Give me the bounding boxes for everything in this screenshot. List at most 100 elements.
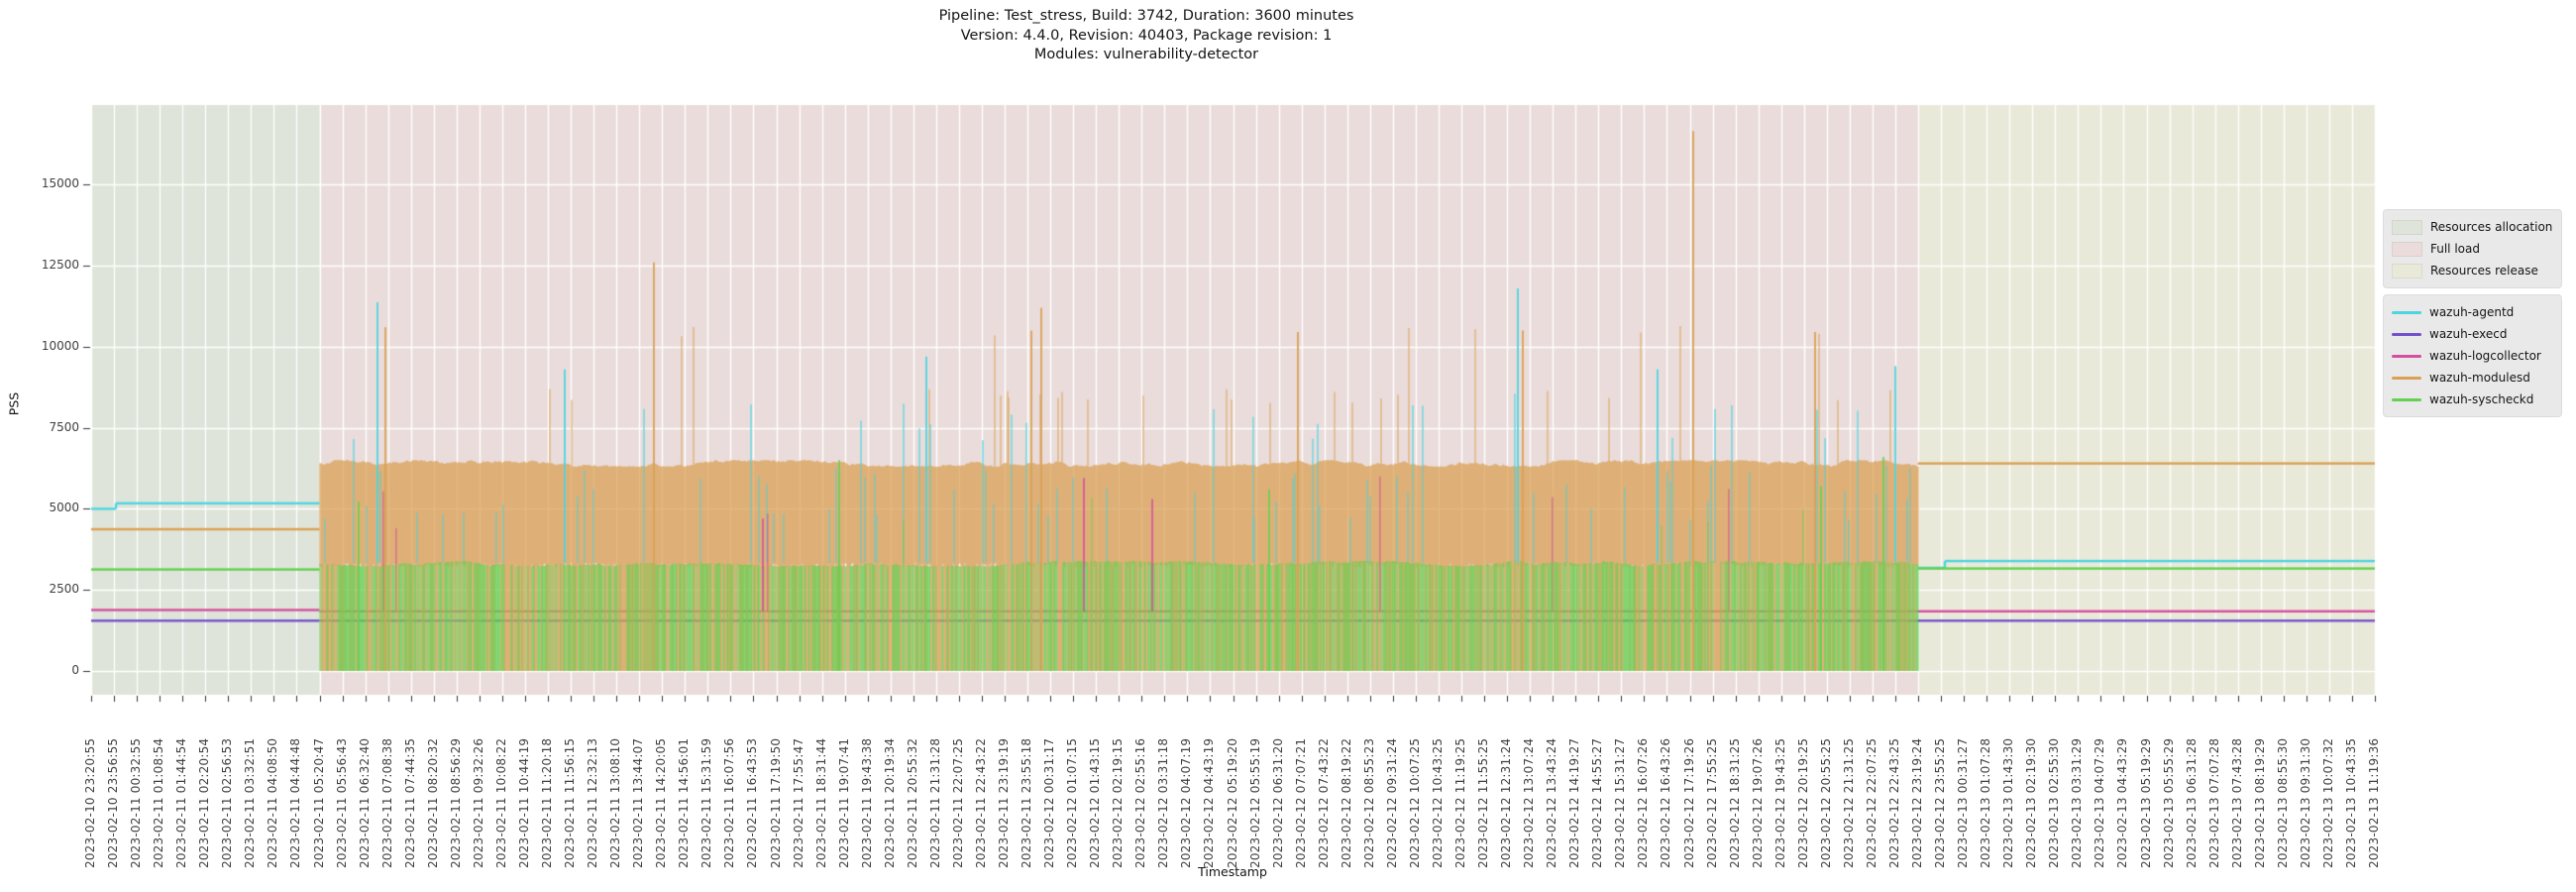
x-tick-label: 2023-02-11 01:44:54: [174, 737, 189, 868]
x-tick-label: 2023-02-12 23:19:24: [1910, 737, 1924, 868]
x-tick-label: 2023-02-13 08:55:30: [2275, 737, 2290, 868]
y-tick-label: 0: [71, 663, 79, 677]
x-tick-label: 2023-02-11 04:44:48: [288, 737, 303, 868]
x-tick-label: 2023-02-13 10:43:35: [2343, 737, 2358, 868]
x-tick-label: 2023-02-13 00:31:27: [1956, 737, 1971, 868]
x-tick-label: 2023-02-12 03:31:18: [1156, 737, 1171, 868]
x-tick-label: 2023-02-11 00:32:55: [129, 737, 144, 868]
x-tick-label: 2023-02-12 09:31:24: [1384, 737, 1399, 868]
x-tick-label: 2023-02-12 23:55:25: [1933, 737, 1948, 868]
allocation-swatch: [2392, 219, 2422, 235]
series-legend-item: wazuh-modulesd: [2392, 367, 2555, 389]
series-legend-label: wazuh-agentd: [2429, 305, 2515, 319]
x-tick-label: 2023-02-12 11:55:25: [1476, 737, 1491, 868]
y-tick-label: 15000: [41, 176, 79, 191]
x-tick-label: 2023-02-12 10:07:25: [1407, 737, 1422, 868]
series-legend-label: wazuh-modulesd: [2429, 371, 2530, 385]
syscheckd-line-swatch: [2392, 397, 2421, 401]
y-tick-label: 5000: [49, 501, 79, 515]
series-legend-label: wazuh-logcollector: [2429, 349, 2541, 363]
x-tick-label: 2023-02-12 14:55:27: [1590, 737, 1605, 868]
y-tick-label: 7500: [49, 419, 79, 434]
x-tick-label: 2023-02-11 15:31:59: [699, 737, 714, 868]
x-tick-label: 2023-02-11 02:20:54: [197, 737, 212, 868]
x-tick-label: 2023-02-11 19:07:41: [836, 737, 851, 868]
x-tick-label: 2023-02-11 21:31:28: [927, 737, 942, 868]
x-tick-label: 2023-02-12 02:55:16: [1133, 737, 1148, 868]
x-tick-label: 2023-02-13 04:43:29: [2115, 737, 2130, 868]
x-tick-label: 2023-02-11 23:19:19: [997, 737, 1011, 868]
x-tick-label: 2023-02-11 04:08:50: [266, 737, 280, 868]
x-tick-label: 2023-02-12 00:31:17: [1042, 737, 1057, 868]
x-tick-label: 2023-02-11 01:08:54: [152, 737, 166, 868]
x-tick-label: 2023-02-13 09:31:30: [2298, 737, 2312, 868]
x-tick-label: 2023-02-12 17:19:26: [1681, 737, 1696, 868]
phase-legend-label: Full load: [2430, 242, 2480, 256]
x-tick-label: 2023-02-12 14:19:27: [1567, 737, 1582, 868]
logcollector-line-swatch: [2392, 354, 2421, 358]
series-legend-item: wazuh-execd: [2392, 323, 2555, 345]
x-tick-label: 2023-02-11 03:32:51: [243, 737, 258, 868]
x-tick-label: 2023-02-11 22:43:22: [973, 737, 988, 868]
x-tick-label: 2023-02-11 07:44:35: [402, 737, 417, 868]
x-tick-label: 2023-02-11 10:08:22: [493, 737, 508, 868]
x-tick-label: 2023-02-13 01:07:28: [1979, 737, 1993, 868]
x-tick-label: 2023-02-12 04:43:19: [1202, 737, 1217, 868]
x-tick-label: 2023-02-11 11:56:15: [563, 737, 578, 868]
x-tick-label: 2023-02-11 20:55:32: [905, 737, 919, 868]
release-swatch: [2392, 263, 2422, 279]
x-tick-label: 2023-02-10 23:20:55: [83, 737, 97, 868]
x-tick-label: 2023-02-12 16:07:26: [1636, 737, 1651, 868]
x-tick-label: 2023-02-13 10:07:32: [2320, 737, 2335, 868]
x-tick-label: 2023-02-12 11:19:25: [1453, 737, 1467, 868]
x-tick-label: 2023-02-11 23:55:18: [1020, 737, 1034, 868]
x-tick-label: 2023-02-12 20:19:25: [1795, 737, 1810, 868]
x-tick-label: 2023-02-13 04:07:29: [2093, 737, 2107, 868]
x-tick-label: 2023-02-13 11:19:36: [2367, 737, 2381, 868]
phase-legend-item: Resources release: [2392, 260, 2555, 281]
agentd-line-swatch: [2392, 310, 2421, 314]
x-tick-label: 2023-02-13 07:43:28: [2229, 737, 2244, 868]
modulesd-line-swatch: [2392, 376, 2421, 380]
x-tick-label: 2023-02-13 02:55:30: [2047, 737, 2062, 868]
series-legend-item: wazuh-syscheckd: [2392, 389, 2555, 410]
chart-title: Pipeline: Test_stress, Build: 3742, Dura…: [939, 7, 1354, 65]
x-tick-label: 2023-02-13 06:31:28: [2184, 737, 2199, 868]
x-tick-label: 2023-02-12 18:31:25: [1727, 737, 1742, 868]
series-legend-item: wazuh-agentd: [2392, 301, 2555, 323]
x-tick-label: 2023-02-12 13:07:24: [1522, 737, 1537, 868]
x-tick-label: 2023-02-11 07:08:38: [379, 737, 394, 868]
x-tick-label: 2023-02-11 16:43:53: [745, 737, 760, 868]
x-tick-label: 2023-02-13 07:07:28: [2206, 737, 2221, 868]
x-tick-label: 2023-02-13 03:31:29: [2070, 737, 2085, 868]
phase-legend-item: Resources allocation: [2392, 216, 2555, 238]
x-tick-label: 2023-02-11 09:32:26: [471, 737, 485, 868]
phase-legend-label: Resources release: [2430, 264, 2538, 278]
chart-title-line-2: Version: 4.4.0, Revision: 40403, Package…: [960, 27, 1333, 44]
y-tick-label: 10000: [41, 338, 79, 353]
x-tick-label: 2023-02-12 01:07:15: [1065, 737, 1080, 868]
x-tick-label: 2023-02-11 17:19:50: [768, 737, 783, 868]
x-axis-label: Timestamp: [1198, 864, 1267, 879]
x-tick-label: 2023-02-11 08:56:29: [448, 737, 463, 868]
phase-legend: Resources allocation Full load Resources…: [2383, 209, 2562, 288]
x-tick-label: 2023-02-11 08:20:32: [425, 737, 440, 868]
x-tick-label: 2023-02-11 22:07:25: [950, 737, 965, 868]
series-legend-item: wazuh-logcollector: [2392, 345, 2555, 367]
x-tick-label: 2023-02-11 14:56:01: [677, 737, 692, 868]
x-tick-label: 2023-02-12 05:19:20: [1225, 737, 1239, 868]
x-tick-label: 2023-02-12 01:43:15: [1088, 737, 1103, 868]
x-tick-label: 2023-02-12 17:55:25: [1704, 737, 1719, 868]
x-tick-label: 2023-02-12 22:07:25: [1864, 737, 1878, 868]
x-tick-label: 2023-02-12 19:07:26: [1750, 737, 1765, 868]
phase-legend-item: Full load: [2392, 238, 2555, 260]
series-legend-label: wazuh-syscheckd: [2429, 392, 2534, 406]
x-tick-label: 2023-02-12 05:55:19: [1247, 737, 1262, 868]
x-tick-label: 2023-02-12 21:31:25: [1841, 737, 1856, 868]
x-tick-label: 2023-02-10 23:56:55: [106, 737, 121, 868]
x-tick-label: 2023-02-11 13:08:10: [608, 737, 623, 868]
x-tick-label: 2023-02-13 01:43:30: [2001, 737, 2016, 868]
x-tick-label: 2023-02-12 07:07:21: [1293, 737, 1308, 868]
